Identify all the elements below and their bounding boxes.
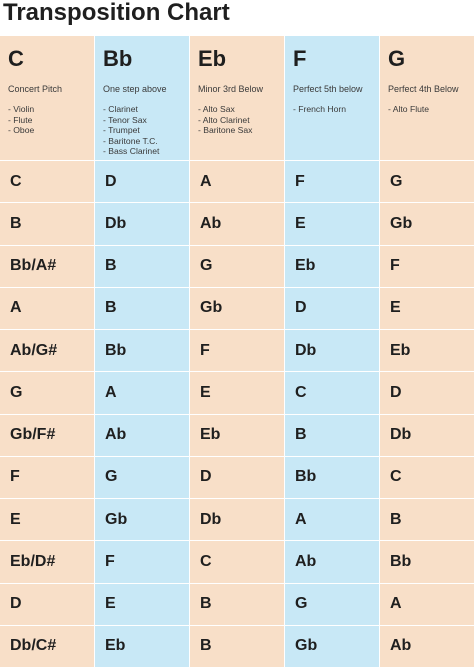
table-cell: B: [95, 287, 189, 329]
table-cell: Gb/F#: [0, 414, 94, 456]
table-cell: Db: [285, 330, 379, 372]
column-header-bb: Bb One step above Clarinet Tenor Sax Tru…: [95, 36, 189, 160]
table-cell: B: [380, 499, 474, 541]
table-cell: D: [190, 456, 284, 498]
table-cell: B: [190, 625, 284, 667]
table-cell: Db: [380, 414, 474, 456]
instrument-item: Alto Sax: [198, 104, 284, 115]
table-cell: F: [95, 541, 189, 583]
table-cell: Db: [95, 203, 189, 245]
table-cell: Db: [190, 499, 284, 541]
column-description: One step above: [103, 84, 167, 94]
table-cell: E: [95, 583, 189, 625]
table-cell: F: [285, 161, 379, 203]
table-cell: F: [190, 330, 284, 372]
table-cell: D: [285, 287, 379, 329]
table-cell: A: [190, 161, 284, 203]
table-cell: G: [95, 456, 189, 498]
table-cell: C: [380, 456, 474, 498]
instrument-item: Bass Clarinet: [103, 146, 189, 157]
table-cell: A: [285, 499, 379, 541]
instrument-item: Violin: [8, 104, 94, 115]
column-header-eb: Eb Minor 3rd Below Alto Sax Alto Clarine…: [190, 36, 284, 160]
table-cell: D: [380, 372, 474, 414]
chart-title: Transposition Chart: [3, 0, 230, 26]
instrument-item: Tenor Sax: [103, 115, 189, 126]
instrument-list: Alto Sax Alto Clarinet Baritone Sax: [198, 104, 284, 136]
table-cell: Ab: [190, 203, 284, 245]
table-cell: G: [380, 161, 474, 203]
column-header-c: C Concert Pitch Violin Flute Oboe: [0, 36, 94, 160]
table-cell: Ab: [285, 541, 379, 583]
table-cell: A: [380, 583, 474, 625]
table-cell: F: [0, 456, 94, 498]
table-cell: Eb: [285, 245, 379, 287]
column-header-f: F Perfect 5th below French Horn: [285, 36, 379, 160]
instrument-item: Clarinet: [103, 104, 189, 115]
instrument-item: Alto Clarinet: [198, 115, 284, 126]
table-cell: Bb: [285, 456, 379, 498]
column-note: Bb: [103, 46, 133, 71]
column-description: Minor 3rd Below: [198, 84, 264, 94]
instrument-item: Alto Flute: [388, 104, 474, 115]
table-cell: B: [95, 245, 189, 287]
column-description: Perfect 4th Below: [388, 84, 459, 94]
table-cell: Ab/G#: [0, 330, 94, 372]
instrument-list: Violin Flute Oboe: [8, 104, 94, 136]
instrument-item: French Horn: [293, 104, 379, 115]
column-note: C: [8, 46, 24, 71]
table-cell: E: [380, 287, 474, 329]
table-cell: E: [0, 499, 94, 541]
table-cell: D: [0, 583, 94, 625]
table-cell: Bb: [380, 541, 474, 583]
table-cell: Eb: [190, 414, 284, 456]
table-cell: Gb: [95, 499, 189, 541]
table-cell: G: [190, 245, 284, 287]
column-header-g: G Perfect 4th Below Alto Flute: [380, 36, 474, 160]
table-cell: Gb: [380, 203, 474, 245]
instrument-list: Alto Flute: [388, 104, 474, 115]
table-cell: F: [380, 245, 474, 287]
table-cell: Ab: [95, 414, 189, 456]
table-cell: E: [190, 372, 284, 414]
table-cell: A: [95, 372, 189, 414]
instrument-item: Trumpet: [103, 125, 189, 136]
table-cell: B: [190, 583, 284, 625]
table-cell: D: [95, 161, 189, 203]
table-cell: G: [0, 372, 94, 414]
table-cell: C: [190, 541, 284, 583]
column-note: G: [388, 46, 406, 71]
table-cell: Gb: [285, 625, 379, 667]
table-cell: Eb: [95, 625, 189, 667]
table-cell: C: [0, 161, 94, 203]
instrument-list: French Horn: [293, 104, 379, 115]
table-cell: Eb/D#: [0, 541, 94, 583]
table-cell: Ab: [380, 625, 474, 667]
table-cell: A: [0, 287, 94, 329]
table-cell: B: [0, 203, 94, 245]
column-description: Perfect 5th below: [293, 84, 363, 94]
instrument-item: Baritone T.C.: [103, 136, 189, 147]
table-cell: G: [285, 583, 379, 625]
instrument-item: Flute: [8, 115, 94, 126]
column-description: Concert Pitch: [8, 84, 63, 94]
table-cell: B: [285, 414, 379, 456]
table-cell: C: [285, 372, 379, 414]
table-cell: Bb/A#: [0, 245, 94, 287]
column-note: Eb: [198, 46, 227, 71]
instrument-item: Oboe: [8, 125, 94, 136]
instrument-item: Baritone Sax: [198, 125, 284, 136]
table-cell: Db/C#: [0, 625, 94, 667]
transposition-table: C Concert Pitch Violin Flute Oboe Bb One…: [0, 36, 474, 667]
table-cell: Gb: [190, 287, 284, 329]
column-note: F: [293, 46, 307, 71]
instrument-list: Clarinet Tenor Sax Trumpet Baritone T.C.…: [103, 104, 189, 157]
table-cell: E: [285, 203, 379, 245]
table-cell: Eb: [380, 330, 474, 372]
table-cell: Bb: [95, 330, 189, 372]
